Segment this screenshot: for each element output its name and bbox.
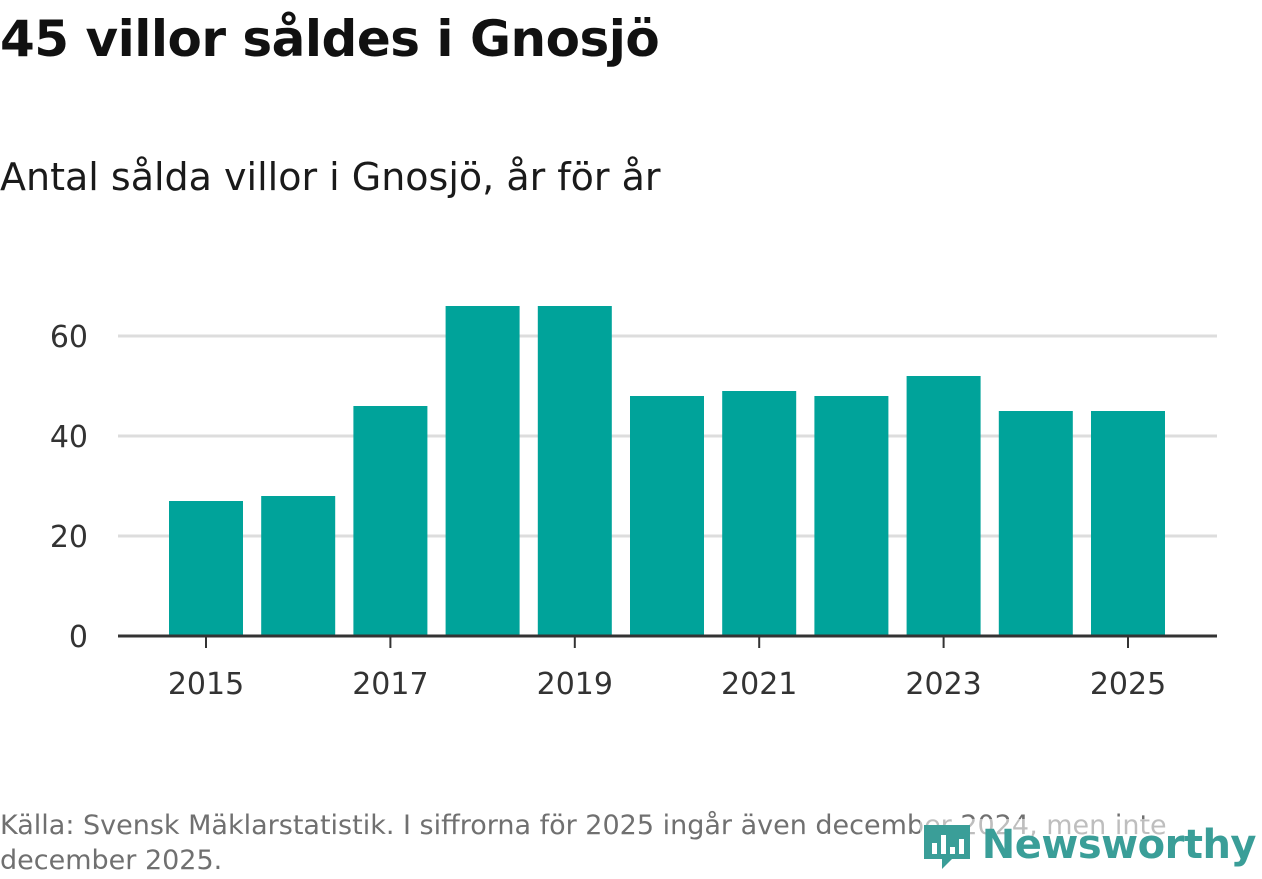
bar-2016 [261,496,336,636]
bar-2018 [445,306,520,636]
bar-2021 [722,391,797,636]
bar-2022 [814,396,889,636]
chart-title: 45 villor såldes i Gnosjö [0,10,660,68]
bar-2020 [630,396,704,636]
bar-2015 [169,501,243,636]
x-tick-label: 2017 [352,667,428,702]
brand-name: Newsworthy [981,822,1257,868]
newsworthy-logo-icon [923,825,970,869]
bar-2024 [998,411,1073,636]
bar-2025 [1091,411,1165,636]
y-tick-label: 20 [50,520,88,555]
bar-2017 [353,406,428,636]
y-tick-label: 0 [69,620,88,655]
x-tick-label: 2023 [905,667,981,702]
bar-2019 [537,306,612,636]
bars [169,306,1165,636]
x-tick-label: 2025 [1090,667,1166,702]
x-tick-label: 2015 [168,667,244,702]
y-tick-label: 40 [50,420,88,455]
chart-subtitle: Antal sålda villor i Gnosjö, år för år [0,155,661,199]
x-tick-label: 2021 [721,667,797,702]
brand-logo: Newsworthy [919,819,1257,871]
y-tick-label: 60 [50,320,88,355]
x-tick-label: 2019 [537,667,613,702]
bar-2023 [906,376,981,636]
bar-chart: 0 20 40 60 2015 2017 2019 2021 2023 2025 [50,306,1217,702]
axes: 0 20 40 60 2015 2017 2019 2021 2023 2025 [50,320,1217,702]
